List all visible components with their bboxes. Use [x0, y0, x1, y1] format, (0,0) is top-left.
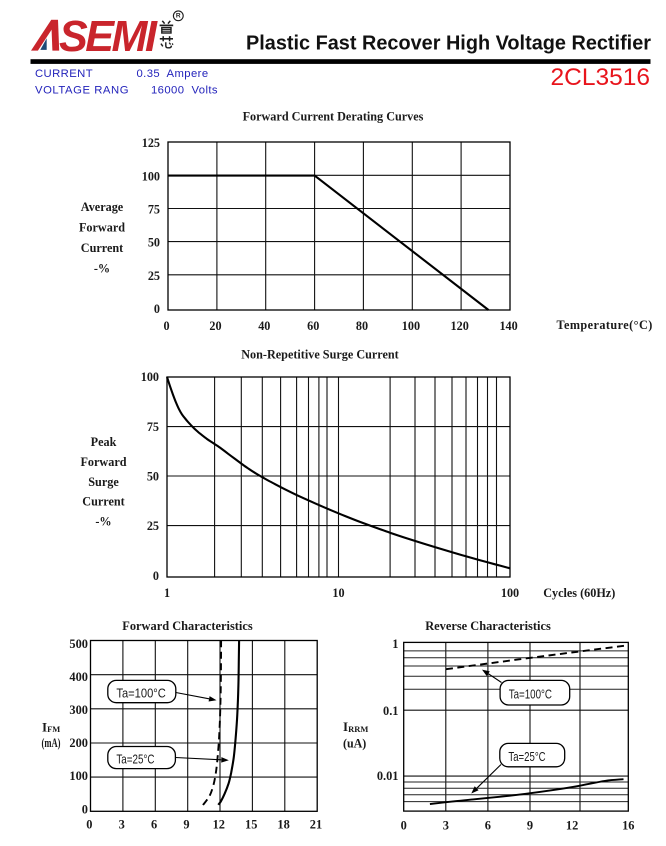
svg-text:Current: Current: [82, 495, 124, 509]
svg-text:Average: Average: [81, 200, 124, 214]
svg-text:0: 0: [154, 302, 160, 316]
svg-text:125: 125: [142, 136, 160, 150]
svg-text:CURRENT: CURRENT: [35, 68, 93, 80]
svg-text:500: 500: [69, 637, 88, 651]
svg-text:IRRM: IRRM: [343, 719, 368, 734]
svg-text:100: 100: [142, 169, 160, 183]
svg-text:6: 6: [151, 817, 157, 831]
svg-text:(mA): (mA): [42, 736, 61, 750]
svg-text:0: 0: [82, 802, 88, 816]
svg-text:40: 40: [258, 319, 270, 333]
svg-text:0.01: 0.01: [377, 769, 399, 783]
svg-text:100: 100: [501, 586, 519, 600]
svg-text:60: 60: [307, 319, 319, 333]
svg-text:Ta=100°C: Ta=100°C: [509, 688, 552, 702]
svg-text:VOLTAGE RANG: VOLTAGE RANG: [35, 85, 129, 97]
svg-text:Temperature(°C): Temperature(°C): [557, 318, 653, 332]
svg-text:Peak: Peak: [91, 435, 117, 449]
svg-text:Ta=25°C: Ta=25°C: [116, 752, 154, 766]
svg-text:10: 10: [332, 586, 344, 600]
svg-text:Forward: Forward: [79, 220, 125, 234]
svg-text:-%: -%: [94, 261, 110, 275]
svg-text:16: 16: [622, 818, 634, 832]
svg-text:Forward: Forward: [80, 455, 126, 469]
svg-text:0: 0: [86, 817, 92, 831]
svg-text:16000 Volts: 16000 Volts: [151, 85, 218, 97]
svg-text:R: R: [176, 13, 181, 20]
svg-text:Reverse Characteristics: Reverse Characteristics: [425, 619, 551, 633]
svg-text:0.1: 0.1: [383, 704, 399, 718]
svg-text:120: 120: [451, 319, 469, 333]
svg-text:3: 3: [443, 818, 449, 832]
svg-text:2CL3516: 2CL3516: [551, 64, 651, 91]
svg-text:1: 1: [392, 637, 398, 651]
svg-text:0: 0: [401, 818, 407, 832]
svg-text:SEMI: SEMI: [59, 13, 158, 61]
svg-text:Plastic Fast Recover High Volt: Plastic Fast Recover High Voltage Rectif…: [246, 33, 651, 55]
svg-text:50: 50: [148, 236, 160, 250]
svg-text:80: 80: [356, 319, 368, 333]
svg-text:1: 1: [164, 586, 170, 600]
svg-text:Forward Characteristics: Forward Characteristics: [122, 619, 253, 633]
svg-text:0: 0: [164, 319, 170, 333]
svg-text:Non-Repetitive Surge Current: Non-Repetitive Surge Current: [241, 348, 399, 362]
svg-text:Ta=25°C: Ta=25°C: [508, 750, 545, 764]
svg-text:9: 9: [527, 818, 533, 832]
svg-text:15: 15: [245, 817, 257, 831]
svg-text:Forward Current Derating Curve: Forward Current Derating Curves: [243, 109, 424, 123]
svg-text:Ta=100°C: Ta=100°C: [116, 686, 165, 700]
svg-text:400: 400: [69, 670, 88, 684]
svg-text:100: 100: [402, 319, 420, 333]
svg-text:140: 140: [499, 319, 517, 333]
svg-text:-%: -%: [95, 515, 111, 529]
svg-text:9: 9: [183, 817, 189, 831]
svg-text:6: 6: [485, 818, 491, 832]
svg-text:(uA): (uA): [343, 736, 366, 750]
svg-text:75: 75: [148, 203, 160, 217]
svg-text:100: 100: [141, 370, 159, 384]
svg-text:Surge: Surge: [88, 475, 119, 489]
svg-text:20: 20: [209, 319, 221, 333]
svg-text:25: 25: [147, 519, 159, 533]
svg-text:12: 12: [566, 818, 578, 832]
svg-text:50: 50: [147, 470, 159, 484]
svg-text:21: 21: [310, 817, 322, 831]
svg-text:12: 12: [213, 817, 225, 831]
svg-text:75: 75: [147, 420, 159, 434]
svg-text:300: 300: [69, 703, 88, 717]
svg-text:IFM: IFM: [42, 719, 60, 734]
svg-text:3: 3: [119, 817, 125, 831]
svg-text:Current: Current: [81, 241, 123, 255]
svg-text:25: 25: [148, 269, 160, 283]
svg-text:0.35 Ampere: 0.35 Ampere: [137, 68, 209, 80]
svg-text:100: 100: [69, 769, 88, 783]
svg-text:Cycles (60Hz): Cycles (60Hz): [543, 586, 615, 600]
svg-text:0: 0: [153, 569, 159, 583]
svg-text:200: 200: [69, 736, 88, 750]
svg-text:18: 18: [277, 817, 289, 831]
